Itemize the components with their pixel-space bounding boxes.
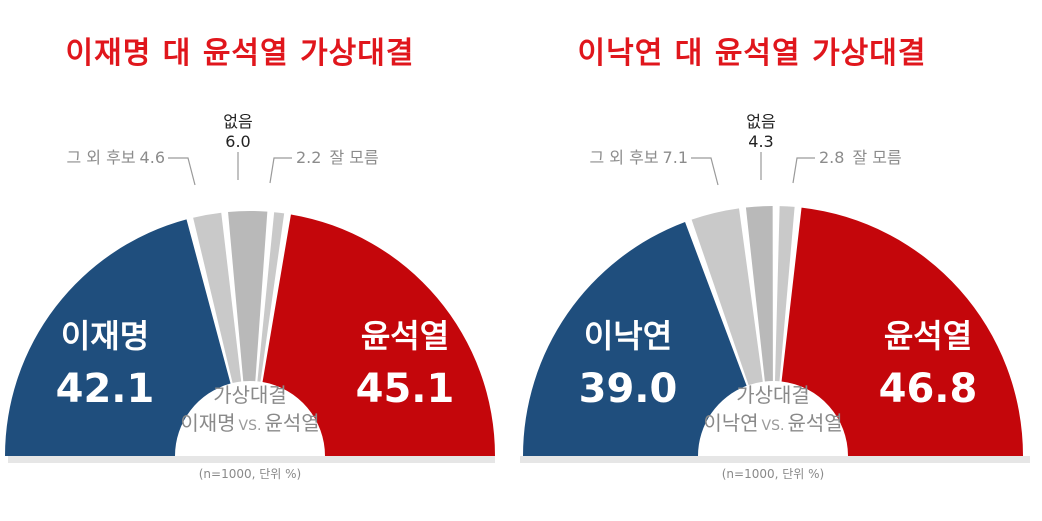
- slice-4: [262, 214, 495, 456]
- label-none-name: 없음: [746, 112, 775, 131]
- slice-label-right-value: 45.1: [356, 366, 455, 412]
- slice-label-left-value: 42.1: [56, 366, 155, 412]
- leader-dontknow: [269, 157, 292, 184]
- slice-0: [523, 221, 747, 456]
- slice-1: [691, 208, 763, 386]
- slice-3: [257, 212, 285, 382]
- center-title: 가상대결: [213, 383, 287, 407]
- label-others: 그 외 후보 7.1: [589, 148, 688, 167]
- label-others-name: 그 외 후보: [66, 148, 135, 167]
- chart-title: 이재명 대 윤석열 가상대결: [66, 36, 415, 71]
- label-none-value: 4.3: [748, 132, 773, 151]
- slice-2: [745, 206, 773, 382]
- slice-0: [5, 219, 231, 456]
- baseline-bar: [8, 456, 495, 463]
- center-candidate-a: 이재명: [180, 411, 235, 435]
- center-candidate-b: 윤석열: [264, 411, 319, 435]
- leader-others: [691, 157, 719, 186]
- slice-label-left-name: 이낙연: [584, 317, 672, 355]
- center-matchup: 이낙연 VS. 윤석열: [703, 411, 842, 435]
- slice-label-right-name: 윤석열: [884, 317, 972, 355]
- slice-label-left-name: 이재명: [61, 317, 149, 355]
- center-candidate-b: 윤석열: [787, 411, 842, 435]
- label-others-name: 그 외 후보: [589, 148, 658, 167]
- chart-title: 이낙연 대 윤석열 가상대결: [578, 36, 927, 71]
- center-vs: VS.: [762, 418, 785, 434]
- baseline-bar: [520, 456, 1030, 463]
- center-matchup: 이재명 VS. 윤석열: [180, 411, 319, 435]
- center-candidate-a: 이낙연: [703, 411, 758, 435]
- slice-label-right-name: 윤석열: [361, 317, 449, 355]
- label-dontknow-name: 잘 모름: [852, 148, 901, 167]
- center-vs: VS.: [239, 418, 262, 434]
- label-dontknow-value: 2.8: [819, 148, 844, 167]
- sample-note: (n=1000, 단위 %): [722, 467, 825, 481]
- slice-1: [193, 212, 242, 384]
- label-dontknow-name: 잘 모름: [329, 148, 378, 167]
- label-dontknow-value: 2.2: [296, 148, 321, 167]
- slice-label-right-value: 46.8: [879, 366, 978, 412]
- leader-dontknow: [792, 157, 815, 184]
- center-title: 가상대결: [736, 383, 810, 407]
- label-others: 그 외 후보 4.6: [66, 148, 165, 167]
- slice-4: [781, 207, 1023, 456]
- sample-note: (n=1000, 단위 %): [199, 467, 302, 481]
- label-others-value: 7.1: [663, 148, 688, 167]
- slice-label-left-value: 39.0: [579, 366, 678, 412]
- label-dontknow: 2.2 잘 모름: [296, 148, 379, 167]
- slice-3: [774, 206, 795, 382]
- label-none-value: 6.0: [225, 132, 250, 151]
- label-others-value: 4.6: [140, 148, 165, 167]
- slice-2: [228, 210, 268, 382]
- label-dontknow: 2.8 잘 모름: [819, 148, 902, 167]
- leader-others: [168, 157, 196, 186]
- label-none-name: 없음: [223, 112, 252, 131]
